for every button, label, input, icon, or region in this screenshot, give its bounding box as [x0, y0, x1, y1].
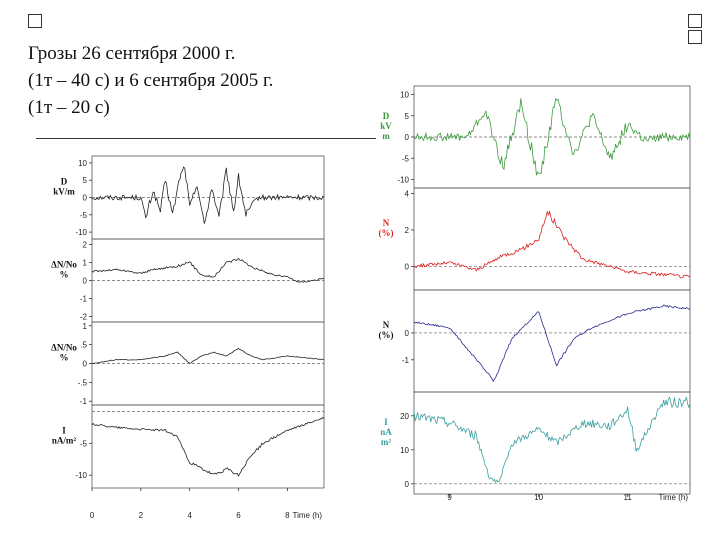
x-tick-label-1-2: 11	[624, 493, 633, 502]
x-tick-label-0-0: 0	[90, 511, 95, 520]
series-label-1-1-0: N	[383, 218, 390, 228]
corner-box-right-top	[688, 14, 702, 28]
corner-box-left	[28, 14, 42, 28]
series-line-1-3	[413, 396, 691, 484]
series-label-1-0-0: D	[383, 111, 390, 121]
x-tick-label-0-4: 8	[285, 511, 290, 520]
series-line-0-3	[91, 416, 325, 477]
x-tick-label-0-3: 6	[236, 511, 241, 520]
series-label-1-3-0: I	[384, 417, 388, 427]
y-tick-label-1-1-1: 2	[405, 226, 410, 235]
panel-frame-1-2	[413, 289, 691, 393]
series-label-1-3-2: m²	[381, 437, 391, 447]
series-line-1-0	[413, 98, 691, 176]
series-line-1-2	[413, 304, 691, 383]
series-label-1-1-1: (%)	[379, 228, 394, 238]
y-tick-label-1-0-0: 10	[400, 91, 409, 100]
series-label-0-0-1: kV/m	[53, 187, 75, 197]
x-tick-label-0-1: 2	[139, 511, 144, 520]
y-tick-label-1-1-0: 4	[405, 189, 410, 198]
y-tick-label-0-2-1: .5	[80, 341, 87, 350]
series-label-0-0-0: D	[61, 177, 68, 187]
corner-box-right-bottom	[688, 30, 702, 44]
y-tick-label-1-3-2: 0	[405, 480, 410, 489]
panel-frame-1-3	[413, 391, 691, 495]
x-tick-label-1-0: 9	[447, 493, 452, 502]
y-tick-label-0-2-4: -1	[80, 397, 88, 406]
y-tick-label-0-0-0: 10	[78, 159, 87, 168]
series-label-0-2-1: %	[60, 353, 69, 363]
y-tick-label-0-1-3: -1	[80, 295, 88, 304]
y-tick-label-0-0-4: -10	[75, 228, 87, 237]
panel-frame-0-3	[91, 404, 325, 489]
title-line-2: (1т – 40 с) и 6 сентября 2005 г.	[28, 70, 274, 91]
series-line-0-1	[91, 257, 325, 283]
y-tick-label-1-1-2: 0	[405, 262, 410, 271]
y-tick-label-0-3-0: -5	[80, 439, 88, 448]
y-tick-label-0-2-3: -.5	[78, 378, 88, 387]
series-label-1-0-2: m	[382, 131, 390, 141]
y-tick-label-0-0-1: 5	[83, 176, 88, 185]
y-tick-label-1-0-4: -10	[397, 176, 409, 185]
series-label-1-0-1: kV	[380, 121, 392, 131]
x-axis-label-0: Time (h)	[293, 511, 323, 520]
series-label-1-2-1: (%)	[379, 330, 394, 340]
y-tick-label-1-2-1: -1	[402, 356, 410, 365]
series-line-1-1	[413, 210, 691, 279]
y-tick-label-1-2-0: 0	[405, 329, 410, 338]
panel-frame-1-1	[413, 187, 691, 291]
y-tick-label-1-3-0: 20	[400, 412, 409, 421]
series-label-0-1-1: %	[60, 270, 69, 280]
x-tick-label-0-2: 4	[187, 511, 192, 520]
slide-title: Грозы 26 сентября 2000 г. (1т – 40 с) и …	[28, 40, 273, 121]
y-tick-label-0-1-4: -2	[80, 313, 88, 322]
y-tick-label-1-3-1: 10	[400, 446, 409, 455]
y-tick-label-1-0-1: 5	[405, 112, 410, 121]
y-tick-label-0-1-2: 0	[83, 277, 88, 286]
series-label-0-3-1: nA/m²	[52, 436, 77, 446]
series-label-0-2-0: ΔN/No	[51, 343, 77, 353]
title-line-3: (1т – 20 с)	[28, 97, 110, 118]
x-tick-label-1-1: 10	[534, 493, 543, 502]
y-tick-label-1-0-2: 0	[405, 133, 410, 142]
series-label-1-3-1: nA	[380, 427, 392, 437]
series-line-0-2	[91, 347, 325, 365]
series-label-0-3-0: I	[62, 426, 66, 436]
y-tick-label-1-0-3: -5	[402, 154, 410, 163]
series-label-1-2-0: N	[383, 320, 390, 330]
series-line-0-0	[91, 166, 325, 224]
series-label-0-1-0: ΔN/No	[51, 260, 77, 270]
title-rule	[36, 138, 376, 139]
title-line-1: Грозы 26 сентября 2000 г.	[28, 43, 236, 64]
y-tick-label-0-0-2: 0	[83, 194, 88, 203]
y-tick-label-0-3-1: -10	[75, 471, 87, 480]
x-axis-label-1: Time (h)	[659, 493, 689, 502]
y-tick-label-0-1-0: 2	[83, 240, 88, 249]
y-tick-label-0-1-1: 1	[83, 258, 88, 267]
y-tick-label-0-2-2: 0	[83, 360, 88, 369]
y-tick-label-0-2-0: 1	[83, 322, 88, 331]
y-tick-label-0-0-3: -5	[80, 211, 88, 220]
